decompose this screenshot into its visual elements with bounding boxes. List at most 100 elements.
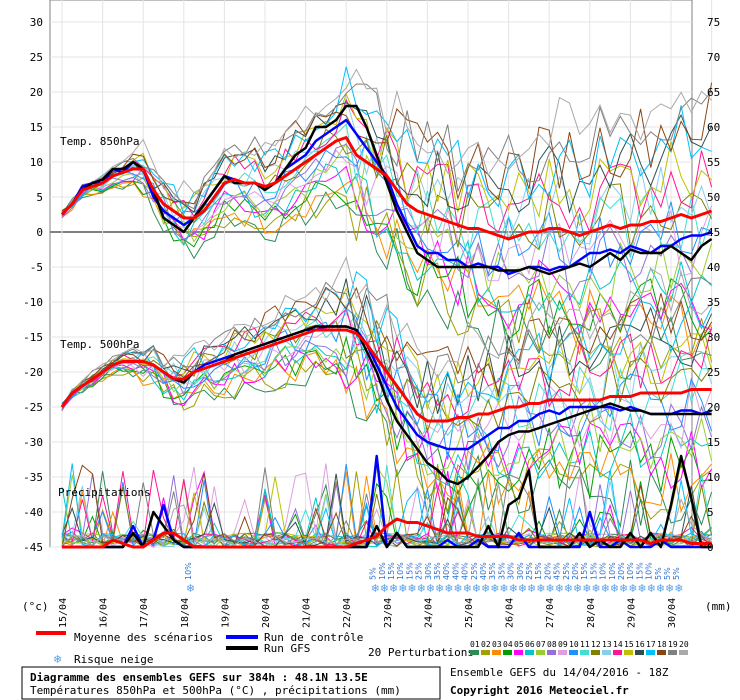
perturb-swatch [668, 650, 677, 655]
snow-risk-pct: 25% [415, 562, 424, 580]
snowflake-icon: ❄ [490, 582, 499, 595]
footer-box [21, 666, 441, 700]
legend-mean-label: Moyenne des scénarios [74, 631, 213, 644]
perturbation-line [61, 361, 713, 529]
snowflake-icon: ❄ [389, 582, 398, 595]
snowflake-icon: ❄ [637, 582, 646, 595]
x-date-label: 24/04 [423, 598, 434, 628]
snowflake-icon: ❄ [426, 582, 435, 595]
snowflake-icon: ❄ [417, 582, 426, 595]
perturb-number: 14 [613, 640, 623, 649]
perturbation-line [61, 180, 712, 380]
perturb-number: 08 [547, 640, 557, 649]
main-series-lines [60, 104, 713, 549]
snow-risk-pct: 15% [635, 562, 644, 580]
perturb-number: 09 [558, 640, 568, 649]
perturb-number: 01 [470, 640, 480, 649]
snowflake-icon: ❄ [656, 582, 665, 595]
snow-risk-pct: 35% [433, 562, 442, 580]
snowflake-icon: ❄ [398, 582, 407, 595]
snow-risk-pct: 35% [488, 562, 497, 580]
unit-right: (mm) [705, 600, 732, 613]
snowflake-icon: ❄ [444, 582, 453, 595]
snow-risk-pct: 15% [580, 562, 589, 580]
unit-left: (°c) [22, 600, 49, 613]
axis-ticks: 302520151050-5-10-15-20-25-30-35-40-4575… [23, 16, 720, 554]
snow-risk-pct: 5% [654, 567, 663, 580]
perturb-number: 07 [536, 640, 546, 649]
snow-risk-pct: 10% [396, 562, 405, 580]
snowflake-icon: ❄ [472, 582, 481, 595]
perturb-number: 04 [503, 640, 513, 649]
footer-run: Ensemble GEFS du 14/04/2016 - 18Z [450, 666, 669, 679]
perturb-number: 10 [569, 640, 579, 649]
snowflake-icon: ❄ [463, 582, 472, 595]
x-date-label: 19/04 [220, 598, 231, 628]
snow-risk-pct: 10% [378, 562, 387, 580]
footer-title: Diagramme des ensembles GEFS sur 384h : … [30, 671, 368, 684]
perturb-number: 16 [635, 640, 645, 649]
perturb-number: 17 [646, 640, 656, 649]
snowflake-icon: ❄ [536, 582, 545, 595]
perturb-number: 02 [481, 640, 491, 649]
snow-risk-row: 10%❄5%❄10%❄15%❄10%❄15%❄25%❄30%❄35%❄40%❄4… [184, 562, 684, 595]
snowflake-icon: ❄ [499, 582, 508, 595]
y-right-tick: 35 [707, 296, 720, 309]
perturb-swatch [635, 650, 644, 655]
perturbation-line [61, 312, 712, 449]
legend-perturb-label: 20 Perturbations [368, 646, 474, 659]
snowflake-icon: ❄ [371, 582, 380, 595]
y-left-tick: -45 [23, 541, 43, 554]
snow-risk-pct: 30% [424, 562, 433, 580]
x-date-label: 29/04 [626, 598, 637, 628]
y-right-tick: 70 [707, 51, 720, 64]
snow-risk-pct: 20% [543, 562, 552, 580]
x-date-label: 20/04 [261, 598, 272, 628]
snowflake-icon: ❄ [435, 582, 444, 595]
perturbation-line [61, 92, 712, 227]
perturb-number: 13 [602, 640, 612, 649]
snow-risk-pct: 20% [617, 562, 626, 580]
snow-risk-pct: 5% [663, 567, 672, 580]
y-left-tick: 10 [30, 156, 43, 169]
panel-label: Temp. 850hPa [60, 135, 139, 148]
series-line-500 [60, 328, 712, 423]
snow-risk-pct: 10% [626, 562, 635, 580]
y-right-tick: 40 [707, 261, 720, 274]
x-date-label: 18/04 [180, 598, 191, 628]
snow-risk-pct: 20% [571, 562, 580, 580]
perturbation-line [61, 66, 712, 216]
snowflake-icon: ❄ [628, 582, 637, 595]
y-right-tick: 5 [707, 506, 714, 519]
footer-copyright: Copyright 2016 Meteociel.fr [450, 684, 629, 697]
snowflake-icon: ❄ [518, 582, 527, 595]
y-right-tick: 15 [707, 436, 720, 449]
x-date-label: 25/04 [464, 598, 475, 628]
perturbation-line [61, 83, 712, 214]
legend-gfs-label: Run GFS [264, 642, 310, 655]
snow-risk-pct: 10% [599, 562, 608, 580]
x-date-label: 23/04 [383, 598, 394, 628]
panel-label: Temp. 500hPa [60, 338, 139, 351]
perturb-swatch [569, 650, 578, 655]
snowflake-icon: ❄ [647, 582, 656, 595]
y-left-tick: -40 [23, 506, 43, 519]
perturb-number: 12 [591, 640, 601, 649]
x-date-label: 30/04 [667, 598, 678, 628]
series-line-850 [60, 136, 713, 241]
legend-snow-label: Risque neige [74, 653, 153, 666]
y-right-tick: 50 [707, 191, 720, 204]
snowflake-icon: ❄ [573, 582, 582, 595]
perturb-swatch [646, 650, 655, 655]
snowflake-icon: ❄ [481, 582, 490, 595]
x-date-label: 22/04 [342, 598, 353, 628]
snow-risk-pct: 15% [387, 562, 396, 580]
snowflake-icon: ❄ [564, 582, 573, 595]
perturb-swatch [525, 650, 534, 655]
snow-risk-pct: 25% [470, 562, 479, 580]
y-left-tick: -30 [23, 436, 43, 449]
y-left-tick: -5 [30, 261, 43, 274]
series-line-precip [62, 517, 712, 549]
perturb-swatch [514, 650, 523, 655]
